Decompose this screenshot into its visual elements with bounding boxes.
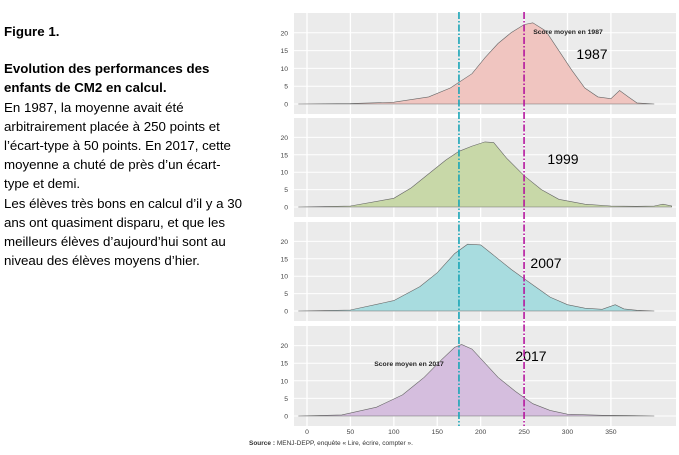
x-tick-label: 300 xyxy=(562,429,574,436)
y-tick-label: 10 xyxy=(280,378,288,385)
y-tick-label: 15 xyxy=(280,48,288,55)
y-tick-label: 0 xyxy=(284,414,288,421)
x-tick-label: 350 xyxy=(605,429,617,436)
figure-label: Figure 1. xyxy=(4,24,60,39)
figure-caption: Figure 1. Evolution des performances des… xyxy=(4,22,244,270)
x-tick-label: 100 xyxy=(388,429,400,436)
density-area-1999 xyxy=(298,141,673,208)
y-tick-label: 10 xyxy=(280,66,288,73)
y-tick-label: 20 xyxy=(280,30,288,37)
x-tick-label: 250 xyxy=(518,429,530,436)
panel-1999: 0 5 10 15 20 1999 xyxy=(280,118,676,217)
panel-2017: 0 5 10 15 20 2017 Score moyen en 2017 xyxy=(280,326,676,426)
density-area-1987 xyxy=(298,22,655,105)
x-tick-label: 0 xyxy=(305,429,309,436)
y-tick-label: 20 xyxy=(280,239,288,246)
source-label: Source : xyxy=(249,440,276,447)
source-note: Source : MENJ-DEPP, enquête « Lire, écri… xyxy=(249,440,413,447)
annotation-2017: Score moyen en 2017 xyxy=(374,361,444,368)
series-label-2017: 2017 xyxy=(515,348,546,364)
y-tick-label: 5 xyxy=(284,396,288,403)
y-tick-label: 0 xyxy=(284,309,288,316)
y-tick-label: 20 xyxy=(280,135,288,142)
y-tick-label: 15 xyxy=(280,152,288,159)
series-label-1987: 1987 xyxy=(576,46,607,62)
density-area-2007 xyxy=(298,243,655,312)
annotation-1987: Score moyen en 1987 xyxy=(533,29,603,36)
caption-paragraph-2: Les élèves très bons en calcul d’il y a … xyxy=(4,195,243,269)
x-tick-label: 200 xyxy=(475,429,487,436)
panel-2007: 0 5 10 15 20 2007 xyxy=(280,222,676,321)
series-label-1999: 1999 xyxy=(547,151,578,167)
y-tick-label: 5 xyxy=(284,84,288,91)
y-tick-label: 15 xyxy=(280,256,288,263)
caption-heading: Evolution des performances des enfants d… xyxy=(4,61,210,96)
x-tick-label: 50 xyxy=(347,429,355,436)
source-text: MENJ-DEPP, enquête « Lire, écrire, compt… xyxy=(276,440,413,447)
x-tick-label: 150 xyxy=(432,429,444,436)
y-tick-label: 0 xyxy=(284,102,288,109)
y-tick-label: 10 xyxy=(280,170,288,177)
panel-1987: 0 5 10 15 20 1987 Score moyen en 1987 xyxy=(280,13,676,114)
density-area-2017 xyxy=(298,344,655,417)
y-tick-label: 0 xyxy=(284,205,288,212)
y-tick-label: 15 xyxy=(280,361,288,368)
series-label-2007: 2007 xyxy=(530,255,561,271)
y-tick-label: 5 xyxy=(284,187,288,194)
y-tick-label: 10 xyxy=(280,274,288,281)
caption-paragraph-1: En 1987, la moyenne avait été arbitraire… xyxy=(4,99,231,192)
y-tick-label: 20 xyxy=(280,343,288,350)
y-tick-label: 5 xyxy=(284,291,288,298)
